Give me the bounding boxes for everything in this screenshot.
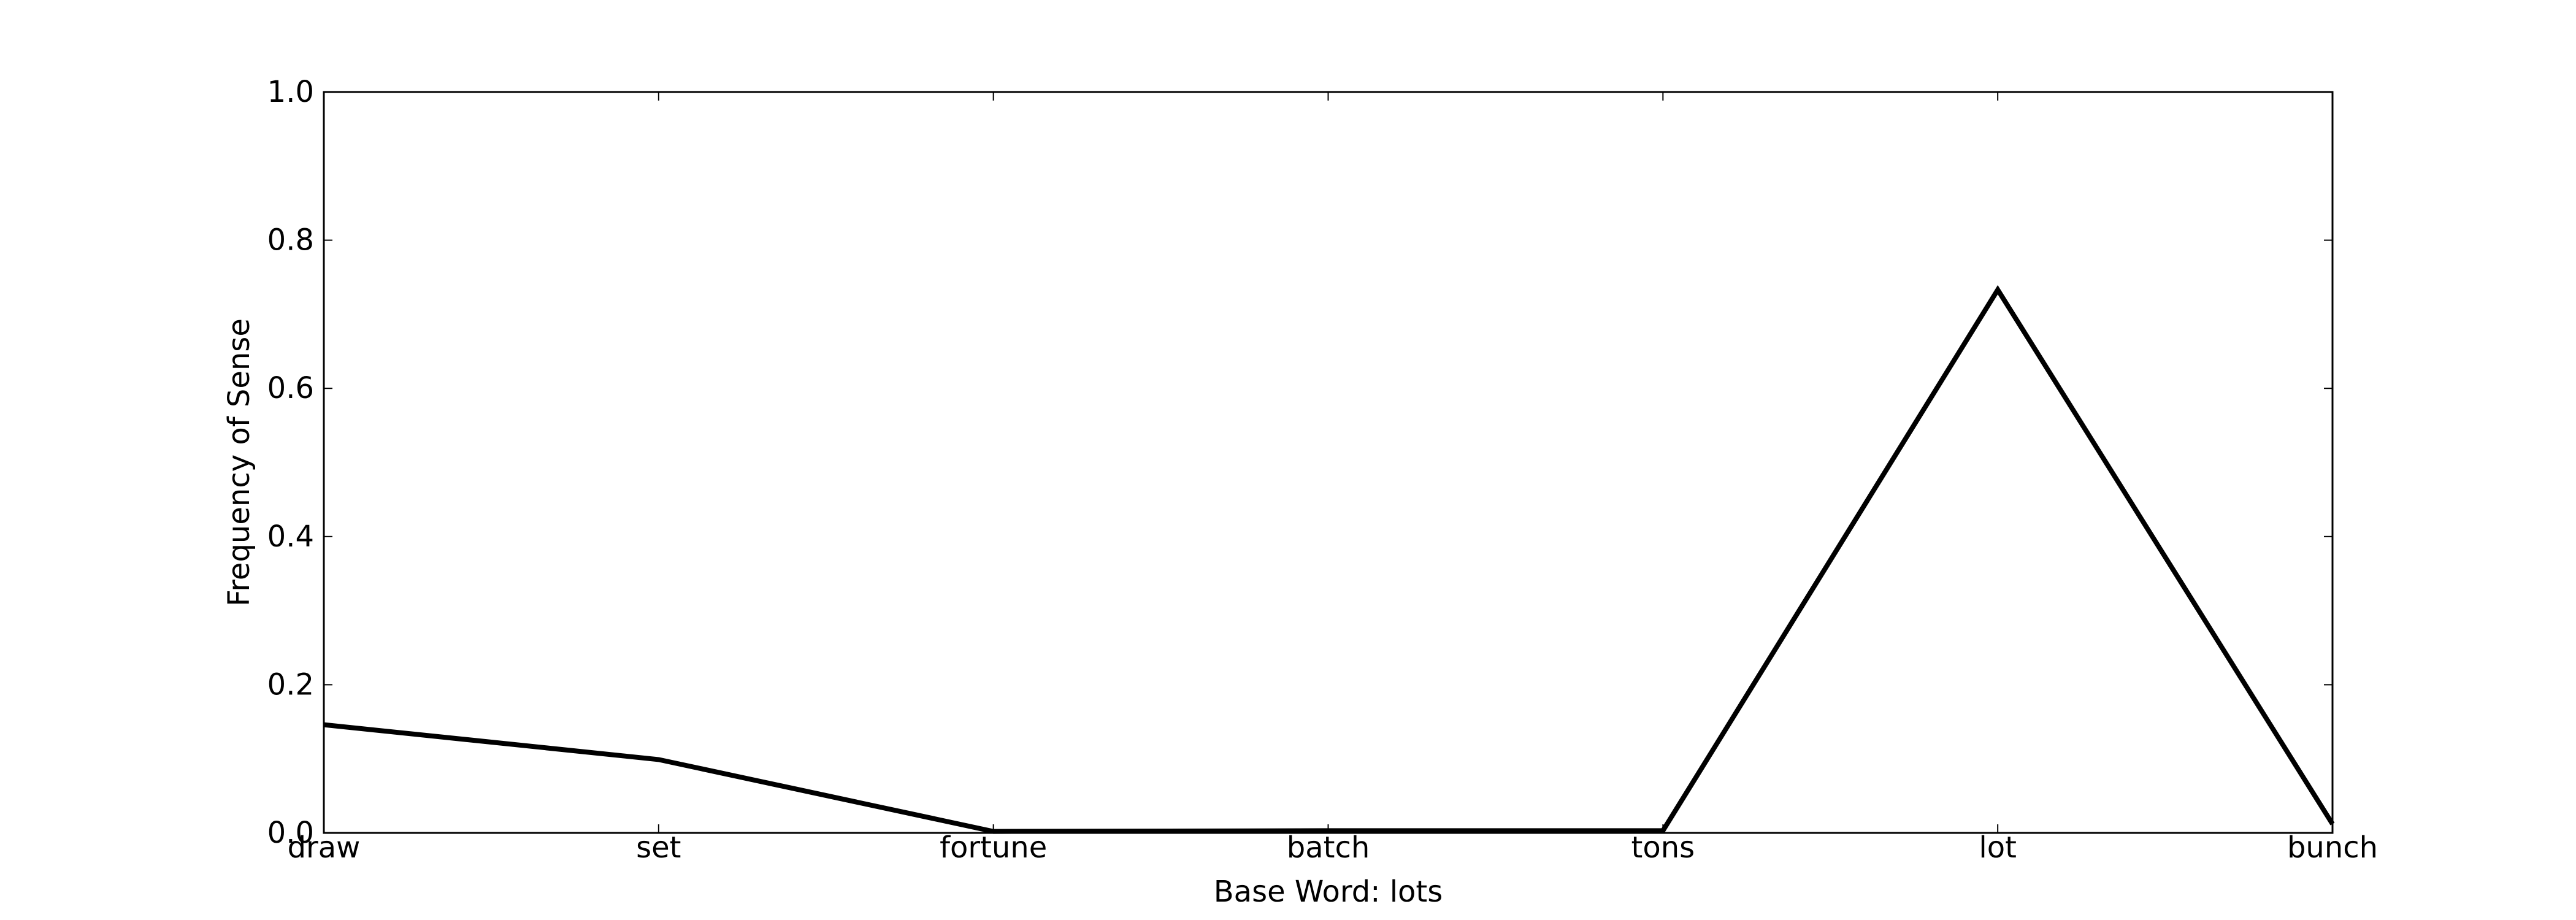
x-tick-label: tons (1631, 830, 1695, 865)
x-tick-label: draw (288, 830, 361, 865)
plot-frame (323, 91, 2334, 834)
x-axis-title: Base Word: lots (1214, 875, 1443, 909)
x-tick-label: set (636, 830, 681, 865)
series-line (323, 285, 2335, 834)
x-tick-label: lot (1979, 830, 2017, 865)
x-tick-label: bunch (2287, 830, 2378, 865)
x-tick-label: batch (1287, 830, 1370, 865)
y-tick-label: 0.6 (267, 371, 314, 405)
y-tick-label: 1.0 (267, 75, 314, 109)
y-tick-label: 0.2 (267, 667, 314, 702)
y-tick-label: 0.8 (267, 223, 314, 258)
x-tick-label: fortune (940, 830, 1047, 865)
labels-layer: 0.0 0.2 0.4 0.6 0.8 1.0 draw set fortune batch ton… (267, 75, 2378, 865)
y-axis-title: Frequency of Sense (222, 318, 256, 607)
y-tick-label: 0.4 (267, 519, 314, 554)
y-tick-label: 0.0 (267, 816, 314, 850)
